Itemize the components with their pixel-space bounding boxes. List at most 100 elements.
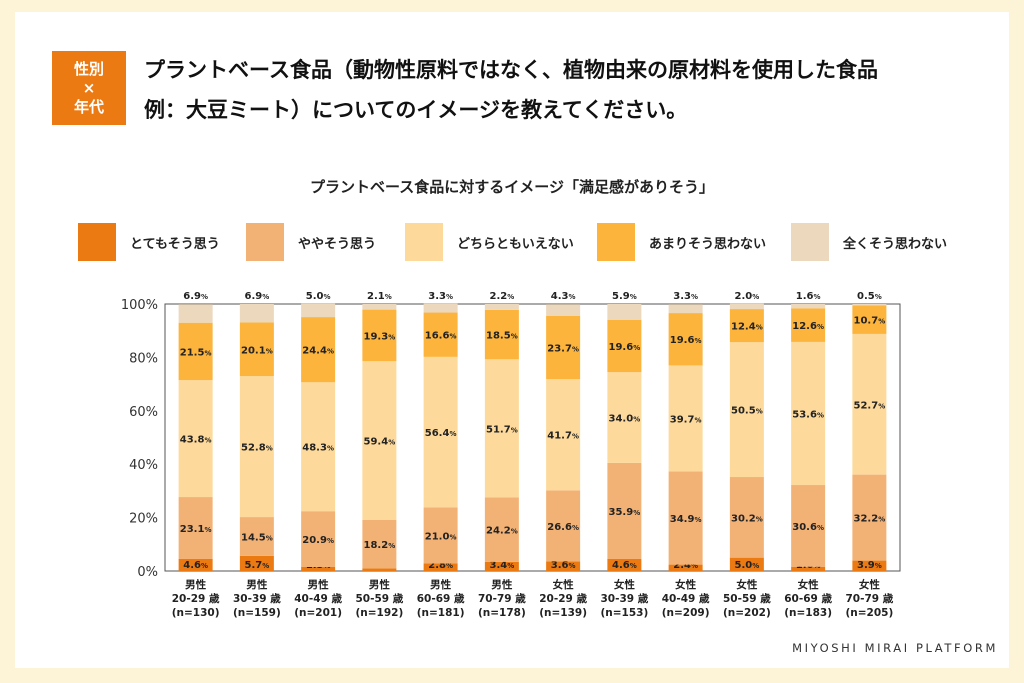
bar-segment — [362, 519, 397, 569]
bar-segment — [301, 303, 336, 318]
data-label: 3.9% — [857, 560, 882, 571]
x-tick-age: 70-79 歳 — [846, 592, 894, 605]
data-label: 21.5% — [180, 347, 212, 358]
data-label: 4.3% — [551, 291, 576, 302]
x-tick-gender: 女性 — [614, 578, 635, 591]
data-label: 59.4% — [364, 436, 396, 447]
y-tick-label: 20% — [129, 512, 158, 527]
data-label: 34.0% — [609, 413, 641, 424]
bar-segment — [484, 561, 519, 571]
y-tick-label: 100% — [121, 298, 158, 313]
tag-line-3: 年代 — [73, 97, 104, 116]
data-label: 5.7% — [245, 560, 270, 571]
data-label: 23.1% — [180, 524, 212, 535]
data-label: 18.5% — [486, 331, 518, 342]
legend-swatch — [791, 223, 829, 261]
data-label: 24.4% — [302, 346, 334, 357]
x-tick-age: 40-49 歳 — [294, 592, 342, 605]
x-tick-gender: 男性 — [491, 578, 512, 591]
legend-label: どちらともいえない — [457, 236, 574, 252]
x-tick-gender: 女性 — [736, 578, 757, 591]
bar-segment — [423, 507, 458, 564]
data-label: 0.5% — [857, 291, 882, 302]
data-label: 30.2% — [731, 513, 763, 524]
data-label: 3.3% — [428, 291, 453, 302]
data-label: 34.9% — [670, 514, 702, 525]
x-tick-gender: 女性 — [859, 578, 880, 591]
data-label: 35.9% — [609, 507, 641, 518]
data-label: 21.0% — [425, 531, 457, 542]
data-label: 2.0% — [735, 291, 760, 302]
legend-item-somewhat: ややそう思う — [246, 222, 376, 262]
bar-segment — [362, 304, 397, 310]
chart-title: プラントベース食品に対するイメージ「満足感がありそう」 — [310, 178, 714, 196]
bar-segment — [423, 356, 458, 508]
x-tick-age: 20-29 歳 — [172, 592, 220, 605]
data-label: 3.4% — [490, 560, 515, 571]
data-label: 19.3% — [364, 331, 396, 342]
x-tick-gender: 男性 — [308, 578, 329, 591]
bar-segment — [729, 477, 764, 558]
data-label: 52.7% — [854, 400, 886, 411]
data-label: 10.7% — [854, 316, 886, 327]
bar-segment — [362, 309, 397, 362]
question-text: プラントベース食品（動物性原料ではなく、植物由来の原材料を使用した食品 例：大豆… — [144, 50, 878, 130]
bar-segment — [729, 309, 764, 343]
legend-item-neutral: どちらともいえない — [405, 222, 574, 262]
legend-label: 全くそう思わない — [843, 236, 948, 252]
data-label: 2.4% — [673, 560, 698, 571]
x-tick-age: 30-39 歳 — [233, 592, 281, 605]
x-tick-age: 50-59 歳 — [356, 592, 404, 605]
bar-segment — [852, 474, 887, 561]
x-tick-gender: 男性 — [430, 578, 451, 591]
legend-label: とてもそう思う — [130, 236, 220, 252]
brand-footer: MIYOSHI MIRAI PLATFORM — [792, 641, 998, 655]
legend-item-very: とてもそう思う — [78, 222, 220, 262]
data-label: 19.6% — [670, 335, 702, 346]
x-tick-n: (n=153) — [600, 607, 648, 619]
x-tick-n: (n=202) — [723, 607, 771, 619]
data-label: 12.4% — [731, 322, 763, 333]
bar-segment — [362, 361, 397, 520]
x-tick-age: 30-39 歳 — [601, 592, 649, 605]
x-tick-n: (n=201) — [294, 607, 342, 619]
bar-segment — [729, 557, 764, 571]
bar-segment — [484, 359, 519, 498]
y-tick-label: 40% — [129, 458, 158, 473]
data-label: 50.5% — [731, 406, 763, 417]
legend-swatch — [597, 223, 635, 261]
plot-frame — [164, 303, 901, 572]
bar-segment — [239, 322, 274, 377]
question-line-2: 例：大豆ミート）についてのイメージを教えてください。 — [144, 98, 688, 122]
bar-segment — [607, 558, 642, 571]
bar-segment — [484, 309, 519, 360]
data-label: 24.2% — [486, 526, 518, 537]
legend-label: あまりそう思わない — [649, 236, 767, 252]
bar-segment — [791, 304, 826, 309]
bar-segment — [484, 304, 519, 310]
x-tick-n: (n=139) — [539, 607, 587, 619]
bar-segment — [668, 564, 703, 571]
bar-segment — [607, 319, 642, 373]
bar-segment — [668, 313, 703, 366]
bar-segment — [301, 511, 336, 567]
x-tick-n: (n=205) — [845, 607, 893, 619]
x-tick-n: (n=178) — [478, 607, 526, 619]
x-tick-n: (n=209) — [662, 607, 710, 619]
bar-segment — [791, 566, 826, 571]
data-label: 20.1% — [241, 345, 273, 356]
bar-segment — [484, 497, 519, 562]
bar-segment — [729, 342, 764, 478]
data-label: 12.6% — [792, 321, 824, 332]
bar-segment — [729, 303, 764, 310]
bar-segment — [423, 563, 458, 571]
bar-segment — [301, 317, 336, 383]
data-label: 51.7% — [486, 424, 518, 435]
legend-item-not-at-all: 全くそう思わない — [791, 222, 947, 262]
x-tick-n: (n=181) — [417, 607, 465, 619]
y-tick-label: 0% — [137, 565, 158, 580]
bar-segment — [791, 341, 826, 486]
x-tick-gender: 女性 — [675, 578, 696, 591]
x-tick-age: 60-69 歳 — [784, 592, 832, 605]
tag-line-1: 性別 — [73, 59, 104, 78]
